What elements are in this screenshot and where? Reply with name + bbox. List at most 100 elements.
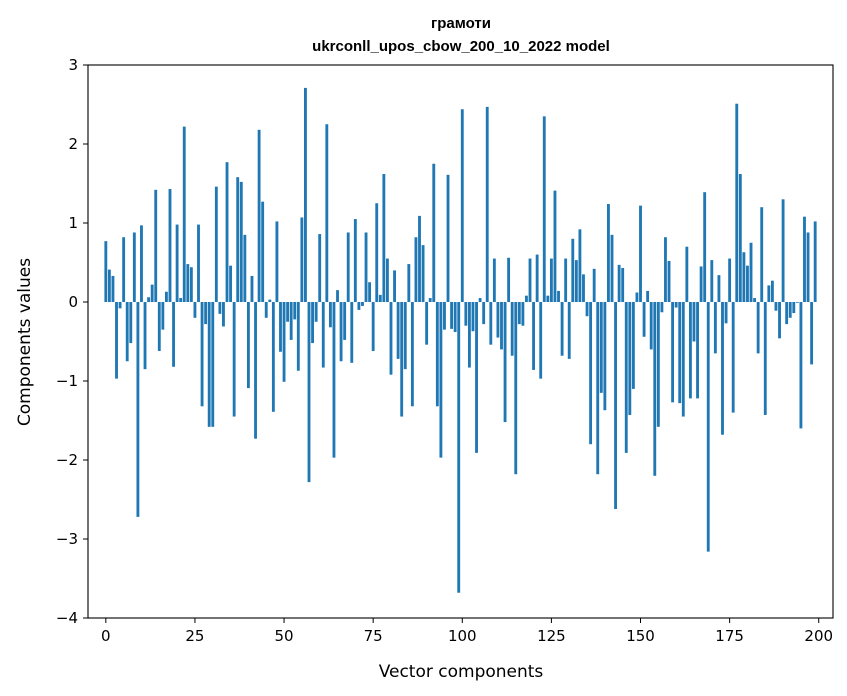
bar <box>321 302 325 368</box>
bar <box>485 106 489 303</box>
bar <box>749 242 753 302</box>
bar <box>457 302 461 593</box>
bar <box>318 234 322 302</box>
bar <box>742 252 746 302</box>
bar <box>507 257 511 302</box>
bar <box>140 225 143 302</box>
bar <box>236 177 240 302</box>
bar <box>450 302 454 329</box>
bar <box>222 302 225 327</box>
bar <box>692 302 696 342</box>
bar <box>656 302 660 427</box>
bar <box>738 174 742 302</box>
bar <box>182 126 186 303</box>
bar <box>189 267 193 302</box>
bar <box>364 232 368 302</box>
bar <box>375 203 379 302</box>
bar <box>589 302 593 445</box>
bar <box>713 302 717 354</box>
plot-frame <box>87 64 834 619</box>
bar <box>143 302 147 370</box>
y-tick-label: 3 <box>68 56 78 74</box>
bar <box>418 215 421 302</box>
bar <box>603 302 607 411</box>
bar <box>336 290 339 302</box>
bar <box>439 302 443 458</box>
chart-title: грамоти <box>431 15 491 32</box>
bar <box>642 302 646 337</box>
bar <box>386 258 389 302</box>
bar <box>328 302 332 328</box>
bar <box>204 302 208 325</box>
y-tick-label: −4 <box>56 609 78 627</box>
bar <box>546 295 550 302</box>
bar <box>717 275 721 302</box>
bar <box>414 237 418 302</box>
bar <box>243 234 247 302</box>
bar <box>218 302 222 314</box>
bar <box>535 254 539 302</box>
bars-group <box>104 87 817 593</box>
bar <box>574 260 578 302</box>
x-tick-label: 100 <box>448 627 477 645</box>
y-tick-label: −1 <box>56 372 78 390</box>
bar <box>567 302 571 359</box>
bar <box>731 302 735 413</box>
bar <box>710 260 714 302</box>
bar <box>631 302 635 389</box>
bar <box>293 302 297 320</box>
bar <box>778 302 781 339</box>
bar <box>521 302 525 326</box>
bar <box>582 274 585 302</box>
bar <box>378 294 382 302</box>
x-tick-label: 25 <box>185 627 204 645</box>
bar <box>767 285 771 302</box>
bar <box>549 258 553 302</box>
bar <box>706 302 710 552</box>
y-tick-label: 0 <box>68 293 78 311</box>
bar <box>393 270 396 302</box>
bar <box>282 302 286 382</box>
bar <box>795 302 799 303</box>
bar <box>624 302 628 453</box>
bar <box>396 302 400 359</box>
y-tick-label: −2 <box>56 451 78 469</box>
bar <box>464 302 468 326</box>
bar <box>753 298 757 302</box>
bar <box>478 298 482 302</box>
bar <box>107 269 111 302</box>
bar <box>799 302 803 429</box>
bar <box>585 302 589 317</box>
chart-subtitle: ukrconll_upos_cbow_200_10_2022 model <box>312 38 610 55</box>
bar <box>207 302 211 427</box>
bar <box>428 298 432 302</box>
bar <box>664 237 667 302</box>
bar <box>115 302 118 379</box>
bar <box>314 302 318 322</box>
bar <box>307 302 311 483</box>
bar <box>371 302 375 351</box>
bar <box>517 302 521 325</box>
bar <box>628 302 632 415</box>
bar <box>571 238 575 302</box>
bar <box>432 163 436 302</box>
bar <box>471 302 475 332</box>
bar <box>332 302 336 458</box>
x-axis-label: Vector components <box>379 662 544 682</box>
bar <box>350 302 354 363</box>
bar <box>639 205 642 302</box>
bar <box>125 302 129 362</box>
bar <box>688 302 692 399</box>
x-axis-ticks: 0 25 50 75 100 125 150 175 200 <box>101 618 833 645</box>
bar <box>136 302 140 517</box>
bar <box>610 234 614 302</box>
bar <box>389 302 393 375</box>
bar <box>122 237 126 302</box>
bar <box>460 109 464 303</box>
bar <box>286 302 290 322</box>
bar <box>781 199 785 302</box>
bar <box>635 292 639 302</box>
bar <box>157 302 161 351</box>
bar <box>304 87 307 302</box>
